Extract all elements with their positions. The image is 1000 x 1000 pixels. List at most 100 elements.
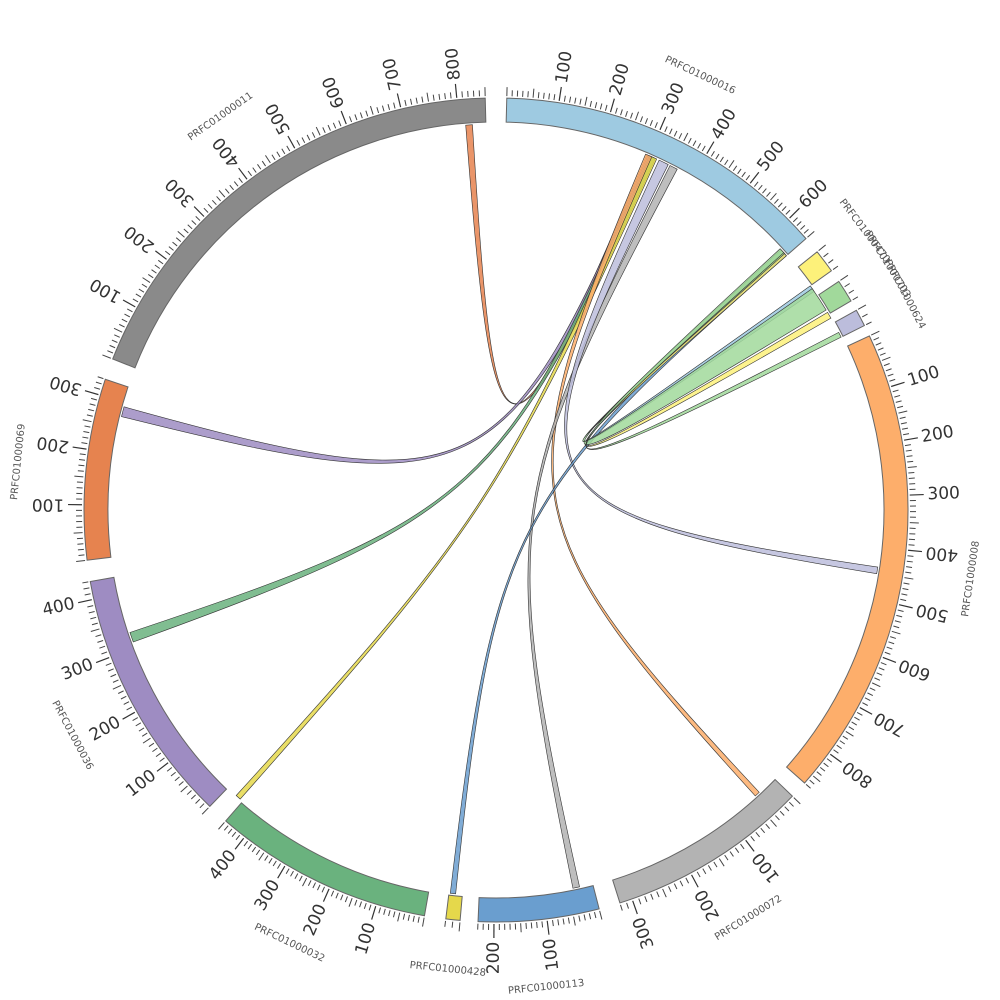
tick-mark bbox=[678, 133, 683, 139]
tick-mark bbox=[650, 893, 654, 900]
tick-mark bbox=[203, 207, 209, 213]
tick-mark bbox=[762, 188, 767, 194]
tick-mark bbox=[451, 921, 454, 928]
tick-mark bbox=[238, 167, 248, 180]
tick-mark bbox=[296, 139, 301, 146]
tick-mark bbox=[541, 921, 544, 928]
tick-mark bbox=[110, 673, 117, 678]
tick-mark bbox=[148, 742, 155, 747]
tick-mark bbox=[760, 827, 766, 834]
tick-mark bbox=[604, 104, 608, 111]
tick-mark bbox=[706, 141, 715, 154]
tick-mark bbox=[668, 886, 672, 893]
tick-mark bbox=[729, 851, 734, 857]
link-prfc01000016-prfc01000069 bbox=[121, 154, 655, 464]
tick-mark bbox=[191, 220, 197, 226]
tick-mark bbox=[871, 682, 881, 688]
tick-mark bbox=[264, 855, 269, 861]
tick-label: 100 bbox=[905, 362, 942, 391]
tick-mark bbox=[599, 910, 603, 920]
tick-mark bbox=[122, 711, 136, 720]
tick-mark bbox=[904, 444, 911, 447]
tick-mark bbox=[901, 427, 909, 430]
segment-prfc01000032 bbox=[224, 802, 430, 917]
tick-mark bbox=[99, 645, 106, 649]
tick-label: 300 bbox=[59, 655, 96, 685]
tick-mark bbox=[848, 289, 855, 294]
tick-mark bbox=[882, 656, 897, 663]
tick-mark bbox=[170, 771, 176, 777]
tick-mark bbox=[235, 834, 241, 841]
tick-mark bbox=[307, 880, 312, 886]
tick-mark bbox=[187, 224, 193, 230]
tick-mark bbox=[121, 318, 128, 323]
tick-label: 200 bbox=[300, 901, 331, 939]
tick-mark bbox=[823, 762, 829, 768]
tick-label: 300 bbox=[161, 174, 198, 211]
tick-label: 300 bbox=[251, 876, 285, 914]
tick-mark bbox=[378, 907, 381, 914]
tick-mark bbox=[415, 97, 418, 104]
tick-label: 200 bbox=[484, 942, 504, 975]
tick-mark bbox=[113, 327, 123, 333]
tick-mark bbox=[901, 593, 908, 596]
tick-mark bbox=[862, 702, 868, 706]
tick-mark bbox=[879, 352, 886, 356]
tick-mark bbox=[152, 747, 158, 753]
tick-mark bbox=[881, 356, 891, 361]
tick-mark bbox=[142, 737, 151, 744]
tick-mark bbox=[102, 354, 111, 359]
tick-mark bbox=[119, 323, 125, 328]
tick-mark bbox=[348, 898, 353, 907]
tick-mark bbox=[157, 259, 164, 265]
tick-mark bbox=[683, 132, 689, 142]
tick-mark bbox=[867, 692, 874, 696]
tick-label: 400 bbox=[41, 594, 77, 621]
tick-mark bbox=[563, 95, 566, 102]
tick-mark bbox=[750, 835, 755, 842]
tick-mark bbox=[78, 599, 92, 604]
link-prfc01000016-prfc01000032 bbox=[235, 155, 658, 800]
tick-mark bbox=[715, 153, 720, 160]
labels-layer: 100 200300400500600PRFC01000016PRFC010004… bbox=[9, 47, 982, 997]
tick-mark bbox=[247, 170, 252, 177]
tick-mark bbox=[315, 126, 321, 136]
tick-mark bbox=[79, 453, 86, 456]
tick-mark bbox=[407, 914, 410, 921]
tick-mark bbox=[898, 604, 913, 609]
tick-mark bbox=[178, 781, 184, 786]
tick-mark bbox=[536, 921, 538, 929]
tick-mark bbox=[276, 151, 281, 158]
tick-mark bbox=[903, 582, 910, 585]
tick-mark bbox=[135, 293, 142, 298]
tick-mark bbox=[234, 837, 245, 850]
tick-mark bbox=[593, 911, 597, 919]
tick-mark bbox=[363, 902, 367, 909]
tick-mark bbox=[710, 151, 715, 157]
tick-mark bbox=[673, 883, 678, 890]
tick-mark bbox=[322, 127, 326, 134]
tick-mark bbox=[285, 868, 290, 875]
tick-mark bbox=[895, 400, 902, 403]
tick-mark bbox=[101, 651, 108, 655]
tick-label: 400 bbox=[205, 846, 241, 884]
tick-mark bbox=[548, 93, 551, 100]
tick-mark bbox=[635, 111, 640, 121]
tick-mark bbox=[252, 167, 257, 173]
tick-mark bbox=[344, 896, 348, 903]
tick-mark bbox=[644, 118, 648, 125]
tick-mark bbox=[368, 904, 372, 911]
tick-mark bbox=[907, 555, 914, 557]
tick-mark bbox=[896, 614, 903, 618]
tick-mark bbox=[257, 164, 262, 170]
tick-mark bbox=[97, 376, 104, 380]
tick-mark bbox=[562, 918, 565, 925]
tick-mark bbox=[630, 112, 633, 119]
tick-mark bbox=[91, 622, 98, 626]
tick-mark bbox=[871, 330, 880, 336]
tick-mark bbox=[340, 110, 347, 125]
tick-label: 400 bbox=[209, 133, 244, 171]
tick-mark bbox=[387, 103, 391, 111]
tick-mark bbox=[579, 98, 582, 105]
tick-mark bbox=[728, 160, 735, 169]
